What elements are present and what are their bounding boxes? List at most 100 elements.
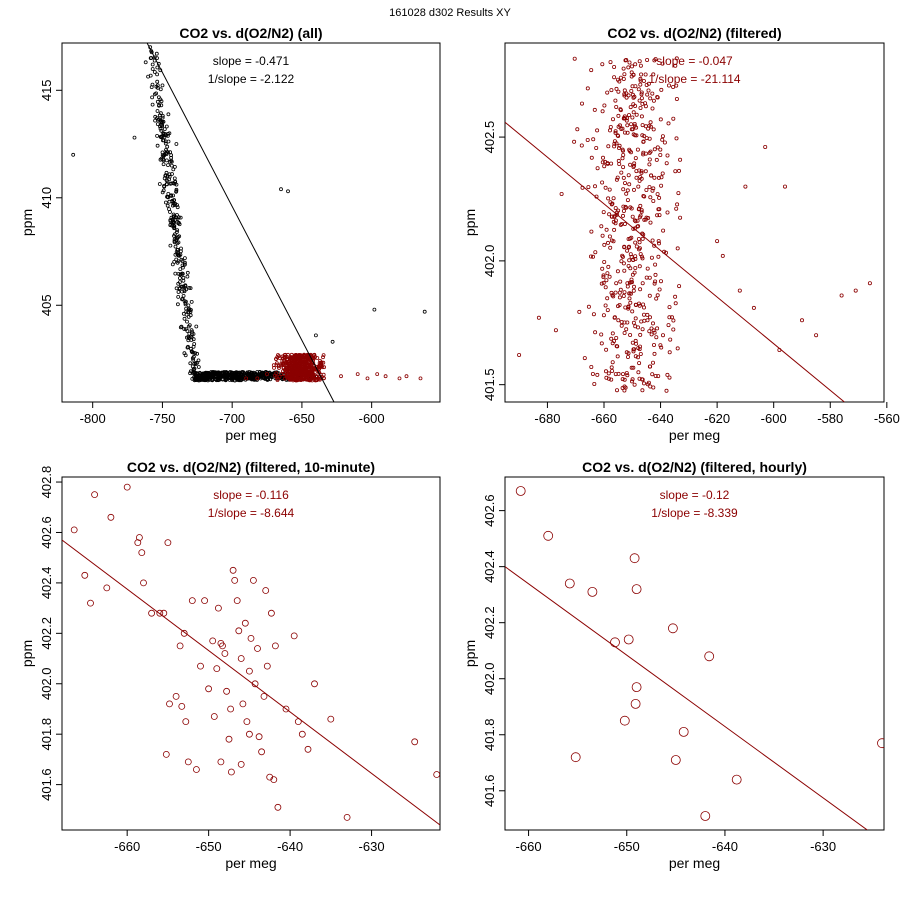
data-point xyxy=(737,288,742,293)
data-point xyxy=(619,319,624,324)
data-point xyxy=(292,377,297,382)
series-filtered xyxy=(517,56,872,393)
data-point xyxy=(641,302,646,307)
data-point xyxy=(632,122,637,127)
data-point xyxy=(639,319,644,324)
data-point xyxy=(143,60,148,65)
data-point xyxy=(640,133,645,138)
data-point xyxy=(575,127,580,132)
data-point xyxy=(628,332,633,337)
data-point xyxy=(189,299,194,304)
data-point xyxy=(675,346,680,351)
chart-panels: CO2 vs. d(O2/N2) (all) -800 -750 -700 -650 -6… xyxy=(19,25,900,871)
data-point xyxy=(239,700,247,708)
data-point xyxy=(650,372,655,377)
data-point xyxy=(225,735,233,743)
data-point xyxy=(589,364,594,369)
data-point xyxy=(678,157,683,162)
data-point xyxy=(656,254,661,259)
data-point xyxy=(649,332,654,337)
data-point xyxy=(612,139,617,144)
data-point xyxy=(591,137,596,142)
data-point xyxy=(751,305,756,310)
data-point xyxy=(176,642,184,650)
data-point xyxy=(160,83,165,88)
data-point xyxy=(274,375,279,380)
data-point xyxy=(674,97,679,102)
data-point xyxy=(674,136,679,141)
data-point xyxy=(168,243,173,248)
data-point xyxy=(280,359,285,363)
data-point xyxy=(619,259,624,264)
data-point xyxy=(543,530,554,541)
data-point xyxy=(167,207,171,212)
data-point xyxy=(616,304,621,309)
data-point xyxy=(182,351,187,356)
data-point xyxy=(158,111,163,116)
data-point xyxy=(608,245,613,250)
data-point xyxy=(590,371,595,376)
data-point xyxy=(640,123,645,128)
data-point xyxy=(629,254,634,259)
plot-frame xyxy=(504,42,885,403)
data-point xyxy=(611,117,616,122)
x-tick-label: -660 xyxy=(591,411,617,426)
data-point xyxy=(658,117,663,122)
data-point xyxy=(626,306,631,311)
data-point xyxy=(277,366,281,370)
data-point xyxy=(617,143,622,148)
data-point xyxy=(625,123,630,128)
data-point xyxy=(653,373,658,378)
data-point xyxy=(184,287,189,292)
data-point xyxy=(645,58,650,63)
data-point xyxy=(240,370,245,374)
x-tick-label: -600 xyxy=(359,411,385,426)
data-point xyxy=(166,163,170,168)
data-point xyxy=(639,170,644,175)
data-point xyxy=(673,294,678,299)
data-point xyxy=(659,87,664,92)
data-point xyxy=(640,236,645,241)
data-point xyxy=(610,637,620,648)
series-hourly xyxy=(515,486,884,821)
data-point xyxy=(630,272,635,277)
data-point xyxy=(606,376,611,381)
inverse-slope-annotation: 1/slope = -21.114 xyxy=(648,72,741,86)
data-point xyxy=(159,103,164,108)
data-point xyxy=(235,627,243,635)
data-point xyxy=(321,372,326,377)
data-point xyxy=(166,191,171,196)
data-point xyxy=(630,64,635,69)
data-point xyxy=(604,347,609,352)
data-point xyxy=(587,587,598,597)
x-tick-label: -650 xyxy=(196,839,222,854)
data-point xyxy=(671,85,676,90)
data-layer xyxy=(505,56,872,402)
data-point xyxy=(626,263,631,268)
data-point xyxy=(600,233,605,238)
data-point xyxy=(627,291,632,296)
data-point xyxy=(160,115,165,120)
data-point xyxy=(629,553,640,564)
data-point xyxy=(155,143,160,148)
data-point xyxy=(633,62,638,67)
data-point xyxy=(176,294,181,299)
data-point xyxy=(658,147,663,152)
data-point xyxy=(601,313,606,318)
data-point xyxy=(648,149,653,154)
data-point xyxy=(156,609,164,617)
data-point xyxy=(172,693,180,700)
data-point xyxy=(577,309,582,314)
x-tick-label: -640 xyxy=(712,839,738,854)
data-point xyxy=(319,364,324,369)
data-point xyxy=(135,534,143,541)
data-point xyxy=(641,79,646,84)
data-point xyxy=(654,157,659,162)
data-point xyxy=(632,218,637,223)
data-point xyxy=(185,274,190,279)
data-point xyxy=(650,106,655,111)
data-point xyxy=(609,161,614,166)
data-point xyxy=(671,116,676,121)
data-point xyxy=(138,549,146,556)
data-point xyxy=(637,59,642,64)
